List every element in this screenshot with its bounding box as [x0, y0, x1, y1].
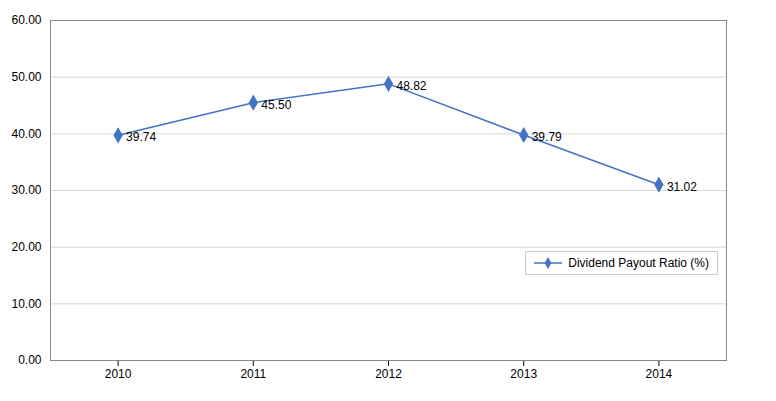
- svg-text:40.00: 40.00: [11, 127, 41, 141]
- svg-text:39.74: 39.74: [126, 130, 156, 144]
- html-text:Dividend Payout Ratio (%): Dividend Payout Ratio (%): [568, 256, 709, 270]
- svg-text:20.00: 20.00: [11, 240, 41, 254]
- svg-text:2014: 2014: [646, 367, 673, 381]
- svg-text:10.00: 10.00: [11, 297, 41, 311]
- svg-text:2011: 2011: [240, 367, 266, 381]
- svg-text:48.82: 48.82: [397, 79, 427, 93]
- svg-text:30.00: 30.00: [11, 183, 41, 197]
- svg-text:50.00: 50.00: [11, 70, 41, 84]
- svg-text:31.02: 31.02: [667, 180, 697, 194]
- svg-text:2012: 2012: [375, 367, 402, 381]
- svg-text:60.00: 60.00: [11, 13, 41, 27]
- svg-text:0.00: 0.00: [18, 353, 42, 367]
- svg-text:45.50: 45.50: [261, 98, 291, 112]
- svg-text:2010: 2010: [105, 367, 132, 381]
- svg-text:2013: 2013: [510, 367, 537, 381]
- svg-text:39.79: 39.79: [532, 130, 562, 144]
